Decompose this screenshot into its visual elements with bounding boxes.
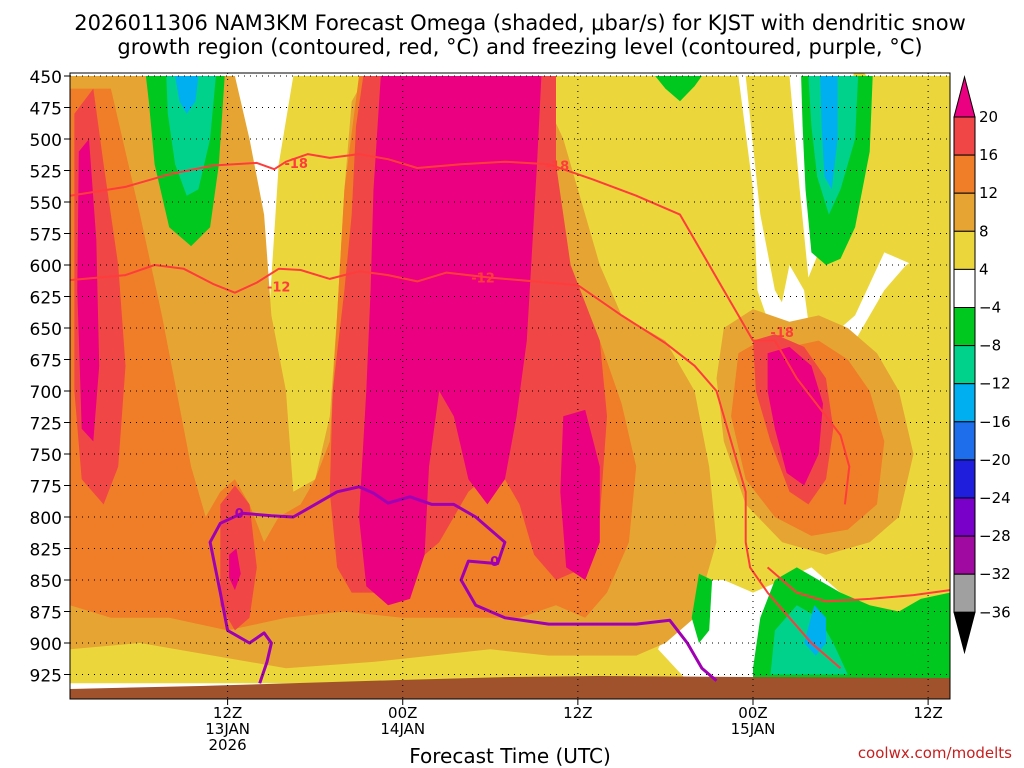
y-tick-label: 900: [30, 635, 62, 655]
dgz-minus18-label: -18: [770, 326, 794, 341]
freezing-level-0-label: 0: [490, 555, 499, 570]
x-tick-label: 14JAN: [380, 720, 425, 738]
dgz-minus18-label: -18: [284, 157, 308, 172]
y-tick-label: 575: [30, 226, 62, 246]
colorbar-swatch: [953, 573, 976, 613]
dgz-minus18-label: -18: [546, 159, 570, 174]
y-tick-label: 500: [30, 131, 62, 151]
omega-green-top-mid: [655, 76, 702, 102]
y-tick-label: 600: [30, 257, 62, 277]
x-tick-label: 2026: [209, 736, 247, 754]
y-tick-label: 875: [30, 604, 62, 624]
colorbar-swatch: [953, 154, 976, 194]
colorbar-swatch: [953, 116, 976, 156]
omega-magenta-mid: [560, 409, 600, 580]
colorbar-swatch: [953, 421, 976, 461]
colorbar-swatch: [953, 230, 976, 270]
colorbar-label: 4: [979, 260, 989, 278]
x-tick-label: 00Z: [388, 704, 417, 722]
y-tick-label: 775: [30, 478, 62, 498]
x-tick-label: 13JAN: [205, 720, 250, 738]
dgz-minus12-label: -12: [471, 272, 495, 287]
colorbar-label: −24: [979, 489, 1011, 507]
colorbar-label: 20: [979, 108, 998, 126]
y-tick-label: 475: [30, 100, 62, 120]
x-axis-label: Forecast Time (UTC): [409, 744, 611, 768]
omega-shading: [70, 73, 950, 684]
x-tick-label: 15JAN: [731, 720, 776, 738]
omega-magenta-left: [77, 139, 100, 442]
plot-frame: [69, 72, 951, 700]
colorbar-swatch: [953, 497, 976, 537]
omega-magenta-right: [767, 346, 823, 486]
credit-text: coolwx.com/modelts: [858, 744, 1012, 762]
y-tick-label: 925: [30, 667, 62, 687]
colorbar-swatch: [953, 459, 976, 499]
y-tick-label: 675: [30, 352, 62, 372]
omega-teal-left-upper: [166, 76, 216, 196]
omega-blue-right-upper: [820, 76, 838, 190]
colorbar-bottom-arrow: [953, 611, 976, 655]
x-tick-label: 12Z: [563, 704, 592, 722]
colorbar-label: 12: [979, 184, 998, 202]
y-tick-label: 700: [30, 383, 62, 403]
x-tick-label: 00Z: [738, 704, 767, 722]
plot-area: -18 -18 -18 -12 -12 0 0: [70, 73, 950, 699]
omega-blue-left-upper: [175, 76, 199, 114]
dgz-extra-line: [766, 566, 950, 603]
colorbar-label: −28: [979, 527, 1011, 545]
colorbar-swatch: [953, 268, 976, 308]
colorbar-label: −12: [979, 375, 1011, 393]
dgz-minus18-line: [70, 153, 851, 505]
chart-title-line2: growth region (contoured, red, °C) and f…: [117, 35, 922, 59]
freezing-level-0-line: [208, 485, 718, 684]
dgz-minus12-label: -12: [267, 280, 291, 295]
freezing-level-0-label: 0: [235, 507, 244, 522]
y-tick-label: 825: [30, 541, 62, 561]
omega-red-lower-left: [220, 485, 257, 631]
colorbar-label: −4: [979, 299, 1001, 317]
colorbar-label: −32: [979, 565, 1011, 583]
y-tick-label: 725: [30, 415, 62, 435]
chart-title-line1: 2026011306 NAM3KM Forecast Omega (shaded…: [74, 11, 966, 35]
colorbar: 20 16 12 8 4 −4 −8 −12 −16 −20 −24 −28 −32 −36: [953, 75, 1011, 655]
y-tick-label: 625: [30, 289, 62, 309]
x-tick-label: 12Z: [913, 704, 942, 722]
colorbar-label: −8: [979, 337, 1001, 355]
y-tick-label: 650: [30, 320, 62, 340]
colorbar-swatch: [953, 192, 976, 232]
colorbar-label: 16: [979, 146, 998, 164]
colorbar-label: −16: [979, 413, 1011, 431]
y-tick-label: 750: [30, 446, 62, 466]
colorbar-label: 8: [979, 222, 989, 240]
colorbar-swatch: [953, 535, 976, 575]
gridlines: [70, 73, 950, 699]
colorbar-swatch: [953, 307, 976, 347]
colorbar-label: −36: [979, 603, 1011, 621]
omega-green-small: [691, 573, 713, 643]
y-tick-label: 550: [30, 194, 62, 214]
colorbar-swatch: [953, 383, 976, 423]
colorbar-top-arrow: [953, 75, 976, 118]
x-tick-label: 12Z: [213, 704, 242, 722]
colorbar-swatch: [953, 345, 976, 385]
y-axis: 450 475 500 525 550 575 600 625 650 675 700 725 750 7…: [30, 68, 70, 687]
y-tick-label: 525: [30, 163, 62, 183]
y-tick-label: 850: [30, 572, 62, 592]
terrain-ground: [70, 676, 950, 699]
colorbar-label: −20: [979, 451, 1011, 469]
y-tick-label: 800: [30, 509, 62, 529]
omega-magenta-core: [359, 76, 542, 606]
y-tick-label: 450: [30, 68, 62, 88]
